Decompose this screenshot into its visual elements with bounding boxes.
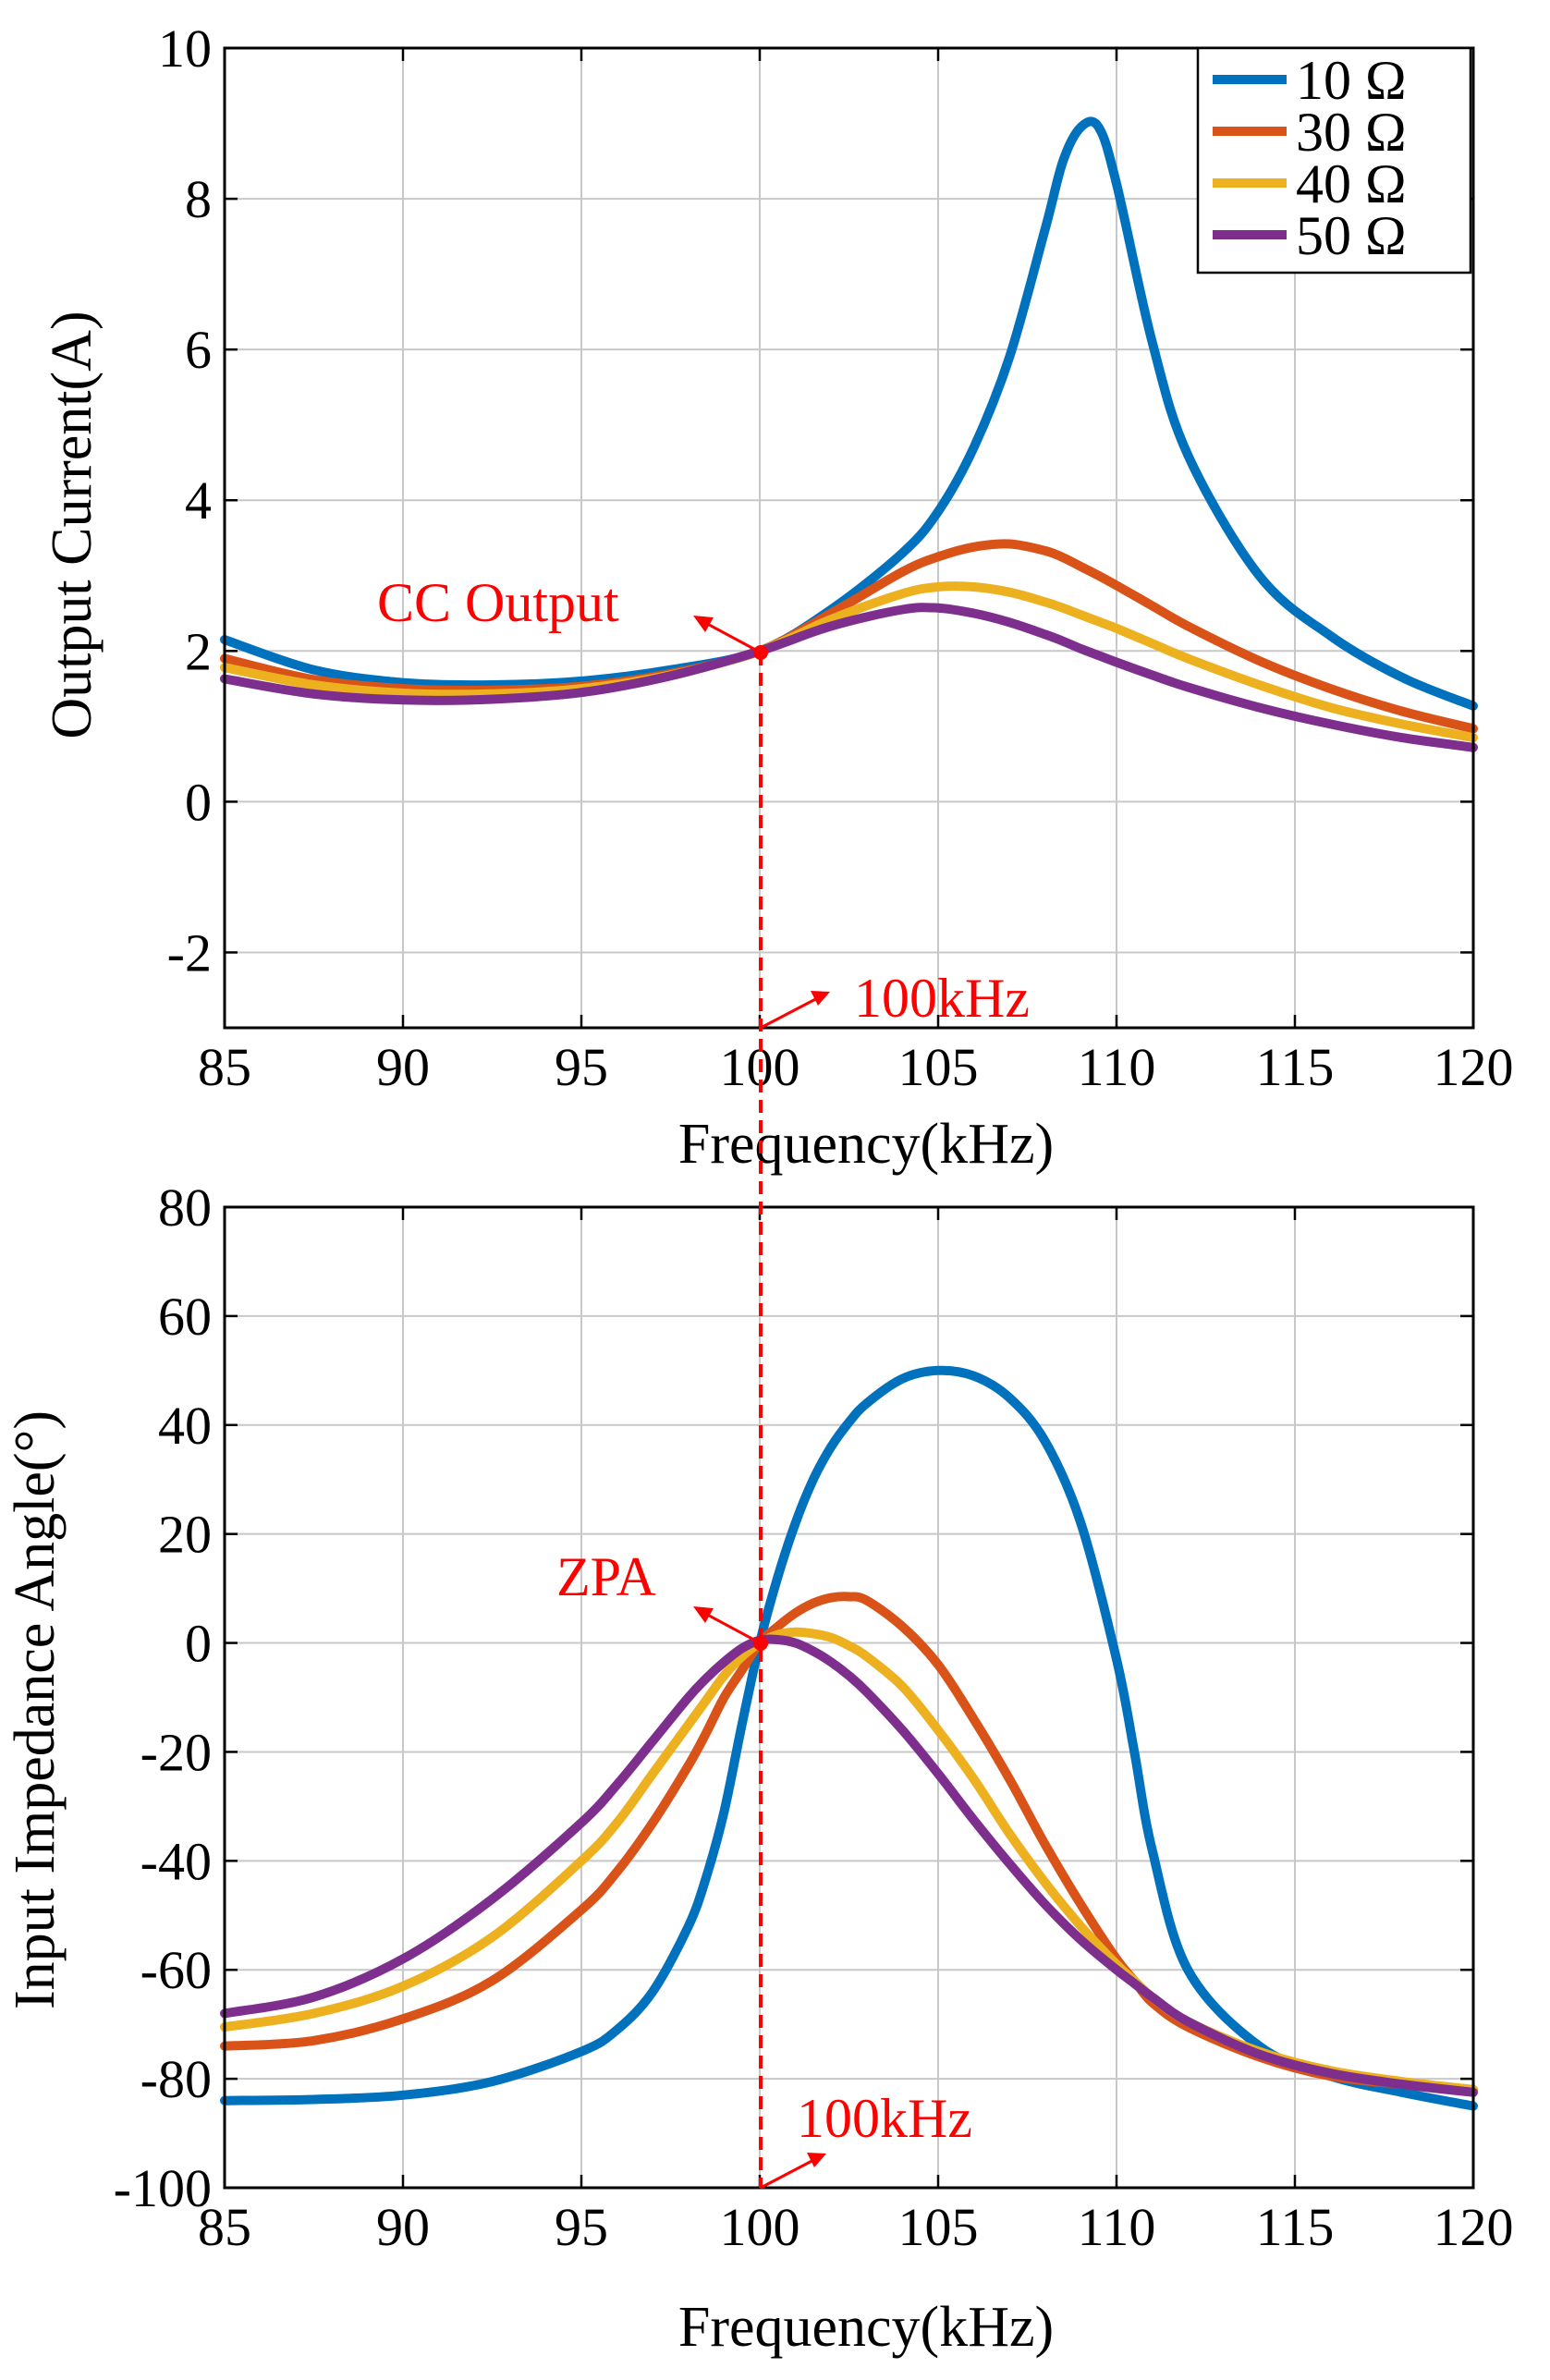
impedance-angle-x-tick-label-100: 100 — [720, 2197, 800, 2257]
impedance-angle-x-tick-label-90: 90 — [376, 2197, 430, 2257]
output-current-100khz-annotation: 100kHz — [760, 968, 1030, 1030]
impedance-angle-y-ticks: -100 -80 -60 -40 -20 0 20 40 60 80 — [114, 1178, 1473, 2218]
impedance-angle-y-tick-label-40: -40 — [140, 1831, 212, 1891]
impedance-angle-y-tick-label-60: -60 — [140, 1940, 212, 2000]
impedance-angle-y-tick-label-20: -20 — [140, 1722, 212, 1782]
impedance-angle-x-tick-label-120: 120 — [1434, 2197, 1514, 2257]
output-current-y-tick-label-6: 6 — [185, 320, 212, 380]
impedance-angle-y-tick-label-0: 0 — [185, 1614, 212, 1674]
legend-label-30-ohm: 30 Ω — [1296, 102, 1407, 163]
impedance-angle-y-tick-label-40: 40 — [158, 1396, 212, 1456]
impedance-angle-series-line-50-ohm — [220, 1634, 1478, 2097]
output-current-y-axis-label: Output Current(A) — [41, 311, 104, 738]
impedance-angle-x-ticks: 85 90 95 100 105 110 115 120 — [198, 1207, 1514, 2257]
zpa-arrowhead — [693, 1606, 714, 1623]
output-current-x-tick-label-110: 110 — [1078, 1037, 1156, 1097]
impedance-angle-x-tick-label-105: 105 — [898, 2197, 979, 2257]
zpa-annotation: ZPA — [556, 1546, 768, 1651]
impedance-angle-x-tick-label-115: 115 — [1256, 2197, 1335, 2257]
output-current-y-tick-label-2: -2 — [167, 922, 212, 983]
output-current-y-tick-label-10: 10 — [158, 18, 212, 79]
impedance-angle-plot-frame — [223, 1205, 1475, 2190]
output-current-x-tick-label-115: 115 — [1256, 1037, 1335, 1097]
output-current-x-tick-label-105: 105 — [898, 1037, 979, 1097]
zpa-point — [753, 1636, 768, 1651]
impedance-angle-y-tick-label-100: -100 — [114, 2158, 212, 2218]
impedance-angle-y-tick-label-20: 20 — [158, 1505, 212, 1565]
impedance-angle-y-axis-label: Input Impedance Angle(°) — [4, 1410, 67, 2009]
output-current-x-tick-label-95: 95 — [555, 1037, 608, 1097]
output-current-100khz-arrow — [760, 994, 824, 1030]
input-impedance-angle-chart: 85 90 95 100 105 110 115 120 -100 -80 -60 -40 -20 0 2… — [4, 1178, 1514, 2359]
output-current-plot-frame — [223, 46, 1475, 1030]
legend-label-10-ohm: 10 Ω — [1296, 50, 1407, 111]
output-current-x-ticks: 85 90 95 100 105 110 115 120 — [198, 48, 1514, 1097]
legend-label-40-ohm: 40 Ω — [1296, 153, 1407, 214]
impedance-angle-x-tick-label-85: 85 — [198, 2197, 251, 2257]
impedance-angle-100khz-annotation: 100kHz — [760, 2088, 972, 2190]
impedance-angle-x-axis-label: Frequency(kHz) — [678, 2296, 1054, 2359]
output-current-series-line-10-ohm — [220, 116, 1478, 711]
impedance-angle-y-tick-label-60: 60 — [158, 1287, 212, 1347]
impedance-angle-y-tick-label-80: 80 — [158, 1178, 212, 1238]
impedance-angle-series — [220, 1365, 1478, 2111]
impedance-angle-x-tick-label-95: 95 — [555, 2197, 608, 2257]
output-current-100khz-arrowhead — [811, 991, 830, 1006]
legend-label-50-ohm: 50 Ω — [1296, 205, 1407, 266]
output-current-x-tick-label-120: 120 — [1434, 1037, 1514, 1097]
impedance-angle-y-tick-label-80: -80 — [140, 2049, 212, 2109]
output-current-y-ticks: -2 0 2 4 6 8 10 — [158, 18, 1473, 983]
output-current-x-tick-label-90: 90 — [376, 1037, 430, 1097]
zpa-label: ZPA — [556, 1546, 656, 1607]
impedance-angle-x-tick-label-110: 110 — [1078, 2197, 1156, 2257]
output-current-100khz-label: 100kHz — [854, 968, 1030, 1029]
output-current-x-axis-label: Frequency(kHz) — [678, 1113, 1054, 1176]
legend: 10 Ω 30 Ω 40 Ω 50 Ω — [1196, 46, 1472, 275]
output-current-x-tick-label-85: 85 — [198, 1037, 251, 1097]
output-current-series-line-40-ohm — [220, 581, 1478, 743]
impedance-angle-100khz-label: 100kHz — [797, 2088, 972, 2149]
output-current-y-tick-label-2: 2 — [185, 621, 212, 681]
cc-output-annotation: CC Output — [377, 572, 768, 660]
cc-output-arrowhead — [693, 616, 714, 632]
output-current-series-line-50-ohm — [220, 603, 1478, 752]
impedance-angle-series-line-10-ohm — [220, 1365, 1478, 2111]
impedance-angle-100khz-arrowhead — [807, 2153, 826, 2167]
output-current-y-tick-label-4: 4 — [185, 470, 212, 531]
cc-output-label: CC Output — [377, 572, 619, 633]
output-current-series — [220, 116, 1478, 752]
output-current-y-tick-label-0: 0 — [185, 772, 212, 832]
impedance-angle-100khz-arrow — [760, 2155, 820, 2190]
output-current-y-tick-label-8: 8 — [185, 169, 212, 229]
